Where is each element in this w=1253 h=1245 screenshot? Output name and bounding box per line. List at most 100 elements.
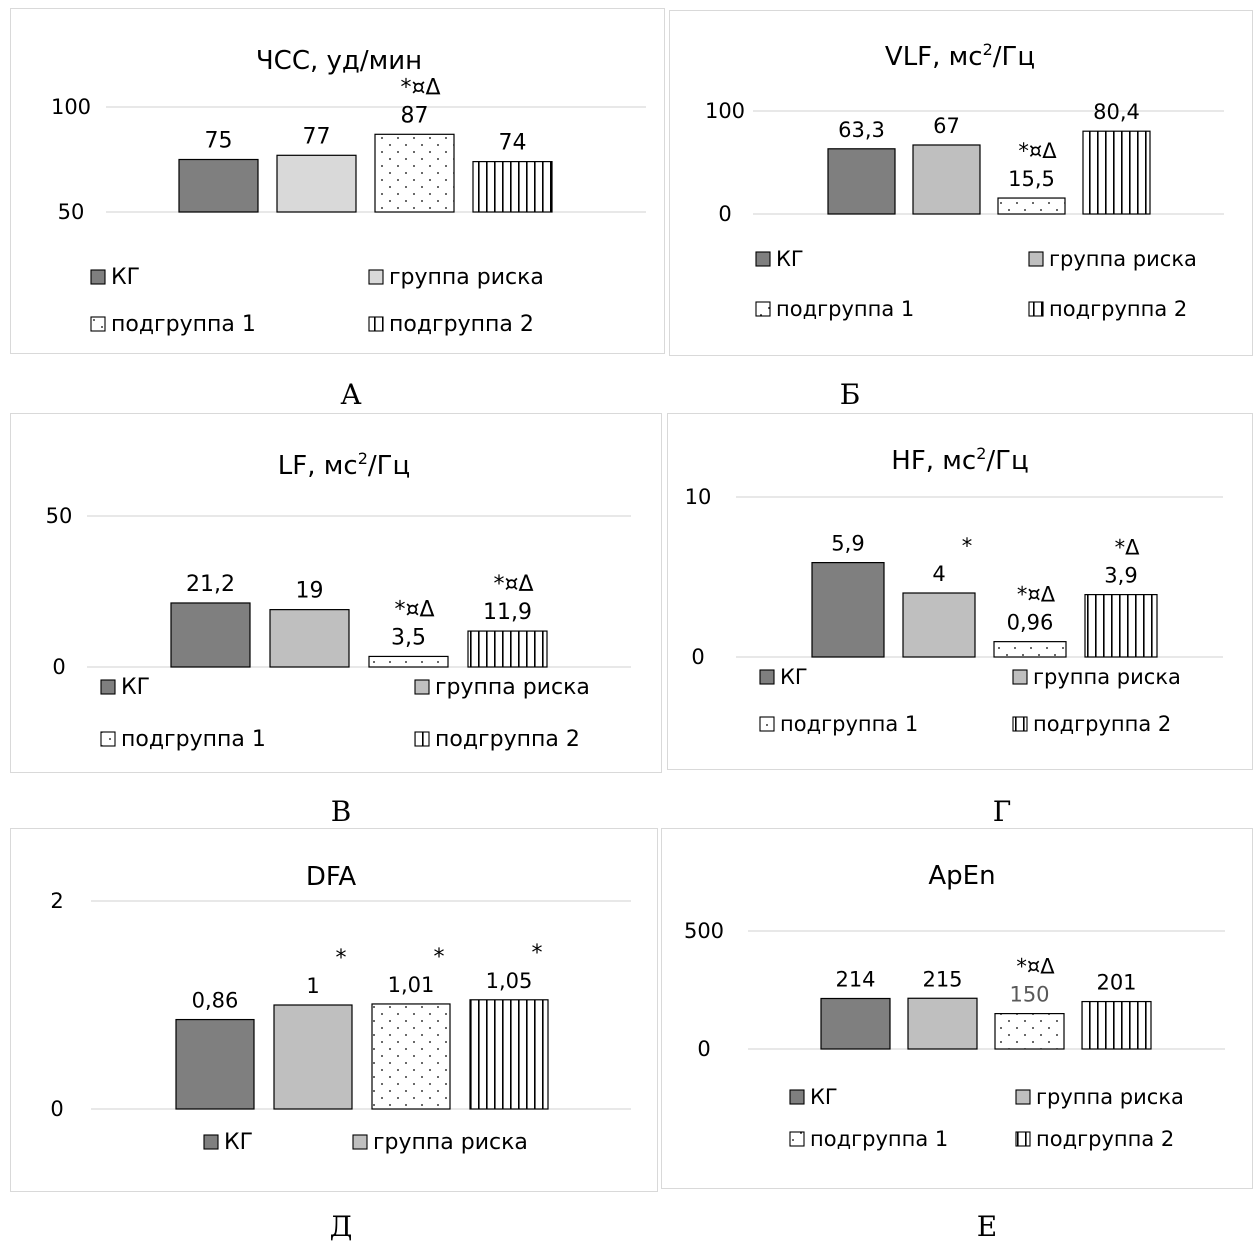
value-label: 67: [933, 114, 960, 138]
legend-label-sub1: подгруппа 1: [121, 727, 266, 752]
significance-marker: *¤Δ: [1017, 583, 1056, 607]
y-tick-label: 500: [684, 919, 724, 943]
significance-marker: *¤Δ: [400, 75, 440, 100]
legend-swatch-kg: [759, 669, 775, 685]
legend-swatch-risk: [1012, 669, 1028, 685]
value-label: 201: [1096, 971, 1136, 995]
legend-swatch-risk: [352, 1134, 368, 1150]
bar-d-kg: [175, 1018, 255, 1110]
value-label: 214: [835, 967, 875, 991]
y-tick-label: 100: [51, 95, 91, 119]
value-label: 75: [205, 129, 233, 154]
legend-swatch-sub2: [414, 731, 430, 747]
legend-label-risk: группа риска: [373, 1130, 528, 1155]
legend-label-kg: КГ: [111, 265, 140, 290]
panel-label-v: В: [330, 795, 352, 828]
legend-label-sub2: подгруппа 2: [389, 312, 534, 337]
value-label: 19: [296, 579, 324, 604]
chart-title-g: HF, мс2/Гц: [891, 444, 1028, 476]
significance-marker: *: [336, 946, 347, 971]
bar-v-sub1: [368, 655, 449, 668]
significance-marker: *¤Δ: [1016, 955, 1055, 979]
legend-swatch-kg: [203, 1134, 219, 1150]
chart-panel-g: HF, мс2/Гц 0 10 5,9 4 * 0,96 *¤Δ 3,9 *Δ КГ группа р…: [667, 413, 1253, 770]
legend-label-sub2: подгруппа 2: [435, 727, 580, 752]
bar-g-sub2: [1084, 594, 1158, 658]
bar-g-risk: [902, 592, 976, 658]
y-tick-label: 50: [58, 200, 85, 224]
value-label: 21,2: [186, 572, 235, 597]
legend-swatch-sub2: [1012, 716, 1028, 732]
legend-swatch-sub2: [1028, 301, 1044, 317]
chart-title-d: DFA: [306, 862, 357, 892]
chart-panel-a: ЧСС, уд/мин 50 100 75 77 87 *¤Δ 74 КГ группа риск…: [10, 8, 665, 354]
y-tick-label: 0: [52, 655, 65, 679]
value-label: 87: [401, 103, 429, 128]
legend-label-risk: группа риска: [435, 675, 590, 700]
chart-panel-v: LF, мс2/Гц 0 50 21,2 19 3,5 *¤Δ 11,9 *¤Δ КГ группа…: [10, 413, 662, 773]
legend-swatch-sub2: [368, 316, 384, 332]
bar-b-risk: [912, 144, 981, 215]
value-label: 0,86: [192, 989, 239, 1013]
legend-swatch-sub1: [759, 716, 775, 732]
legend-swatch-kg: [90, 269, 106, 285]
y-tick-label: 100: [705, 99, 745, 123]
panel-label-a: А: [340, 378, 362, 411]
legend-swatch-kg: [100, 679, 116, 695]
legend-swatch-risk: [414, 679, 430, 695]
value-label: 1,01: [388, 973, 435, 997]
panel-label-e: Е: [976, 1210, 998, 1243]
value-label: 215: [922, 967, 962, 991]
value-label: 1,05: [486, 969, 533, 993]
significance-marker: *: [434, 945, 445, 970]
legend-swatch-kg: [789, 1089, 805, 1105]
chart-panel-e: ApEn 0 500 214 215 150 *¤Δ 201 КГ группа риска под…: [661, 828, 1253, 1189]
legend-label-kg: КГ: [780, 665, 808, 689]
bar-a-risk: [276, 154, 357, 213]
value-label: 63,3: [838, 118, 885, 142]
bar-d-sub1: [371, 1003, 451, 1110]
value-label: 5,9: [831, 532, 864, 556]
y-tick-label: 0: [691, 645, 704, 669]
bar-b-kg: [827, 148, 896, 215]
bar-d-sub2: [469, 999, 549, 1110]
y-tick-label: 2: [50, 889, 63, 913]
chart-title-v: LF, мс2/Гц: [278, 449, 410, 481]
bar-a-sub1: [374, 133, 455, 213]
y-tick-label: 0: [697, 1037, 710, 1061]
bar-v-kg: [170, 602, 251, 668]
legend-swatch-risk: [1028, 251, 1044, 267]
chart-svg-e: ApEn 0 500 214 215 150 *¤Δ 201 КГ группа риска под…: [684, 861, 1225, 1151]
bar-e-risk: [907, 997, 978, 1050]
value-label: 77: [303, 124, 331, 149]
legend-label-kg: КГ: [810, 1085, 838, 1109]
legend-swatch-sub1: [755, 301, 771, 317]
chart-svg-v: LF, мс2/Гц 0 50 21,2 19 3,5 *¤Δ 11,9 *¤Δ КГ группа…: [46, 449, 631, 752]
legend-label-risk: группа риска: [1033, 665, 1181, 689]
legend-label-sub1: подгруппа 1: [776, 297, 914, 321]
significance-marker: *¤Δ: [1018, 139, 1057, 163]
bar-e-sub2: [1081, 1000, 1152, 1050]
legend-label-risk: группа риска: [1049, 247, 1197, 271]
panel-label-d: Д: [329, 1210, 353, 1243]
legend-label-sub2: подгруппа 2: [1033, 712, 1171, 736]
legend-swatch-sub1: [90, 316, 106, 332]
y-tick-label: 0: [718, 202, 731, 226]
chart-svg-g: HF, мс2/Гц 0 10 5,9 4 * 0,96 *¤Δ 3,9 *Δ КГ группа р…: [685, 444, 1223, 736]
bar-g-sub1: [993, 641, 1067, 658]
value-label: 11,9: [483, 600, 532, 625]
value-label: 80,4: [1093, 100, 1140, 124]
bar-b-sub1: [997, 197, 1066, 215]
legend-label-kg: КГ: [224, 1130, 253, 1155]
legend-label-risk: группа риска: [389, 265, 544, 290]
value-label: 74: [499, 131, 527, 156]
bar-e-sub1: [994, 1013, 1065, 1050]
value-label: 1: [306, 974, 319, 998]
chart-title-e: ApEn: [928, 861, 995, 891]
bar-b-sub2: [1082, 130, 1151, 215]
bar-v-sub2: [467, 630, 548, 668]
chart-panel-d: DFA 0 2 0,86 1 * 1,01 * 1,05 * КГ группа риска: [10, 828, 658, 1192]
legend-label-sub2: подгруппа 2: [1049, 297, 1187, 321]
legend-swatch-risk: [368, 269, 384, 285]
bar-d-risk: [273, 1004, 353, 1110]
